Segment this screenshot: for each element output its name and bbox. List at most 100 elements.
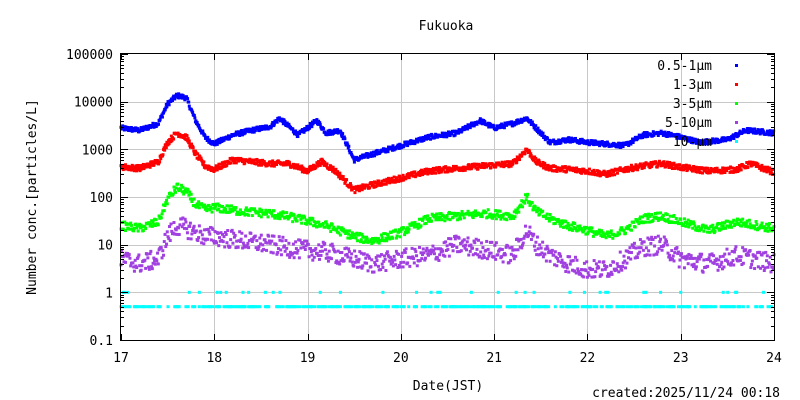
data-point [265, 248, 269, 252]
data-point [320, 249, 324, 253]
data-point [437, 258, 441, 262]
data-point [518, 158, 522, 162]
data-point [532, 290, 536, 294]
data-point [510, 120, 514, 124]
data-point [697, 166, 701, 170]
data-point [211, 227, 215, 231]
data-point [354, 236, 358, 240]
data-point [315, 161, 319, 165]
data-point [223, 208, 227, 212]
data-point [582, 225, 586, 229]
data-point [329, 165, 333, 169]
data-point [281, 163, 285, 167]
data-point [190, 142, 194, 146]
data-point [714, 259, 718, 263]
data-point [467, 163, 471, 167]
data-point [432, 248, 436, 252]
data-point [340, 251, 344, 255]
data-point [636, 220, 640, 224]
data-point [277, 305, 281, 309]
data-point [606, 290, 610, 294]
data-point [753, 127, 757, 131]
data-point [601, 172, 605, 176]
data-point [177, 233, 181, 237]
data-point [231, 241, 235, 245]
data-point [343, 181, 347, 185]
data-point [281, 119, 285, 123]
data-point [644, 135, 648, 139]
data-point [592, 168, 596, 172]
data-point [546, 137, 550, 141]
data-point [330, 167, 334, 171]
data-point [303, 128, 307, 132]
data-point [305, 222, 309, 226]
data-point [419, 172, 423, 176]
legend-label: 5-10μm [665, 116, 712, 131]
data-point [254, 162, 258, 166]
data-point [350, 188, 354, 192]
data-point [323, 160, 327, 164]
data-point [299, 167, 303, 171]
data-point [263, 127, 267, 131]
data-point [404, 247, 408, 251]
data-point [543, 161, 547, 165]
data-point [193, 305, 197, 309]
data-point [373, 263, 377, 267]
data-point [650, 235, 654, 239]
data-point [646, 217, 650, 221]
data-point [437, 218, 441, 222]
data-point [633, 225, 637, 229]
data-point [356, 184, 360, 188]
data-point [749, 160, 753, 164]
data-point [297, 256, 301, 260]
data-point [577, 141, 581, 145]
data-point [244, 208, 248, 212]
data-point [384, 268, 388, 272]
data-point [432, 171, 436, 175]
data-point [353, 249, 357, 253]
data-point [343, 141, 347, 145]
data-point [291, 242, 295, 246]
data-point [652, 133, 656, 137]
data-point [547, 219, 551, 223]
data-point [673, 251, 677, 255]
data-point [188, 197, 192, 201]
data-point [634, 305, 638, 309]
data-point [344, 231, 348, 235]
data-point [559, 224, 563, 228]
data-point [417, 170, 421, 174]
data-point [355, 188, 359, 192]
data-point [505, 305, 509, 309]
data-point [138, 264, 142, 268]
data-point [465, 248, 469, 252]
data-point [436, 167, 440, 171]
data-point [392, 175, 396, 179]
data-point [397, 179, 401, 183]
data-point [139, 223, 143, 227]
data-point [151, 305, 155, 309]
data-point [381, 290, 385, 294]
data-point [721, 267, 725, 271]
data-point [590, 226, 594, 230]
data-point [321, 162, 325, 166]
data-point [162, 253, 166, 257]
data-point [306, 242, 310, 246]
data-point [745, 130, 749, 134]
data-point [718, 265, 722, 269]
data-point [309, 250, 313, 254]
data-point [702, 229, 706, 233]
data-point [212, 202, 216, 206]
data-point [156, 223, 160, 227]
data-point [487, 254, 491, 258]
data-point [565, 226, 569, 230]
data-point [494, 217, 498, 221]
data-point [167, 237, 171, 241]
data-point [226, 204, 230, 208]
data-point [529, 154, 533, 158]
data-point [181, 94, 185, 98]
data-point [341, 175, 345, 179]
data-point [494, 164, 498, 168]
data-point [318, 163, 322, 167]
data-point [535, 253, 539, 257]
data-point [270, 239, 274, 243]
